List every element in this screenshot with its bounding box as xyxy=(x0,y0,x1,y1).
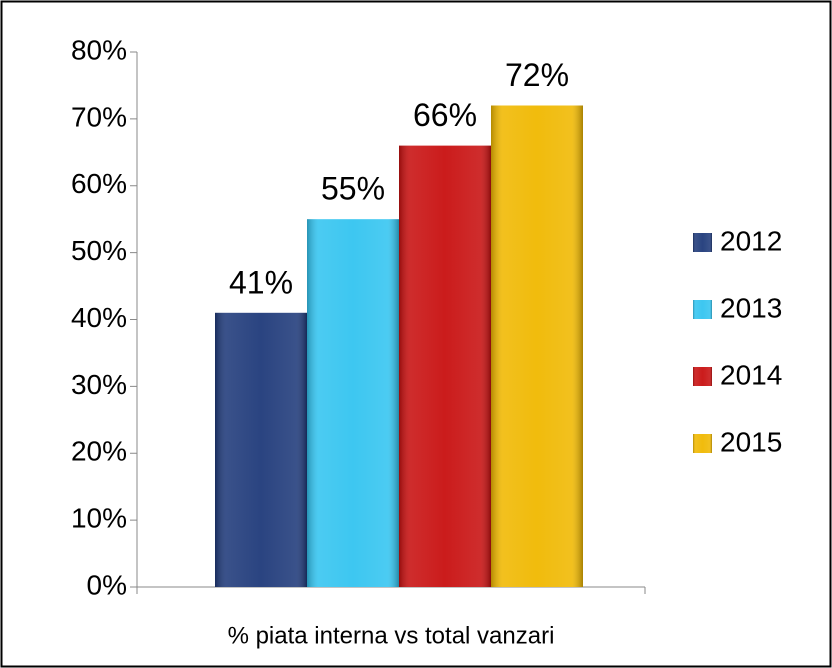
y-tick-label: 70% xyxy=(71,101,127,132)
y-tick-label: 40% xyxy=(71,302,127,333)
value-label: 72% xyxy=(505,57,569,93)
y-tick-label: 10% xyxy=(71,503,127,534)
bar-bevel xyxy=(399,145,491,587)
legend-label: 2013 xyxy=(720,292,782,323)
value-label: 66% xyxy=(413,97,477,133)
legend-label: 2015 xyxy=(720,426,782,457)
x-tick-label: % piata interna vs total vanzari xyxy=(228,622,555,649)
legend-swatch-bevel xyxy=(693,300,712,319)
y-tick-label: 50% xyxy=(71,235,127,266)
y-tick-label: 80% xyxy=(71,34,127,65)
value-label: 55% xyxy=(321,171,385,207)
legend-swatch-bevel xyxy=(693,434,712,453)
y-tick-label: 20% xyxy=(71,436,127,467)
bar-bevel xyxy=(307,219,399,587)
y-tick-label: 0% xyxy=(87,569,127,600)
bar-bevel xyxy=(491,105,583,587)
legend-swatch-bevel xyxy=(693,233,712,252)
legend-swatch-bevel xyxy=(693,367,712,386)
bar-bevel xyxy=(215,312,307,587)
y-tick-label: 60% xyxy=(71,168,127,199)
value-label: 41% xyxy=(229,264,293,300)
legend-label: 2012 xyxy=(720,225,782,256)
y-tick-label: 30% xyxy=(71,369,127,400)
legend-label: 2014 xyxy=(720,359,782,390)
